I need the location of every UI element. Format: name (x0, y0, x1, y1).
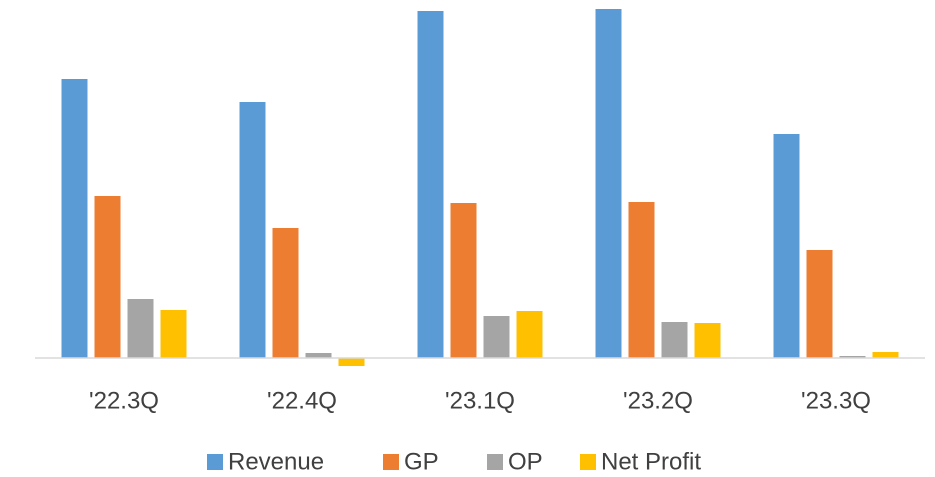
bar (160, 310, 187, 358)
legend-swatch (580, 454, 596, 470)
legend-swatch (207, 454, 223, 470)
bar (628, 202, 655, 358)
x-tick-label: '23.3Q (801, 387, 871, 414)
legend-label: GP (404, 448, 439, 475)
bar (516, 311, 543, 358)
bar (94, 196, 121, 358)
bar (305, 353, 332, 358)
legend-swatch (487, 454, 503, 470)
x-tick-label: '22.3Q (89, 387, 159, 414)
x-tick-label: '23.2Q (623, 387, 693, 414)
legend-label: Revenue (228, 448, 324, 475)
bar (839, 356, 866, 358)
bar (694, 323, 721, 358)
legend-label: OP (508, 448, 543, 475)
bar (872, 352, 899, 358)
x-tick-label: '23.1Q (445, 387, 515, 414)
bar (127, 299, 154, 358)
bar (239, 102, 266, 358)
legend-swatch (383, 454, 399, 470)
bar (483, 316, 510, 358)
x-tick-label: '22.4Q (267, 387, 337, 414)
bar (806, 250, 833, 358)
bar (773, 134, 800, 358)
legend-label: Net Profit (601, 448, 701, 475)
bar (417, 11, 444, 358)
bar (661, 322, 688, 358)
bar (595, 9, 622, 358)
bar (338, 358, 365, 366)
bar (272, 228, 299, 358)
bar (450, 203, 477, 358)
bar (61, 79, 88, 358)
